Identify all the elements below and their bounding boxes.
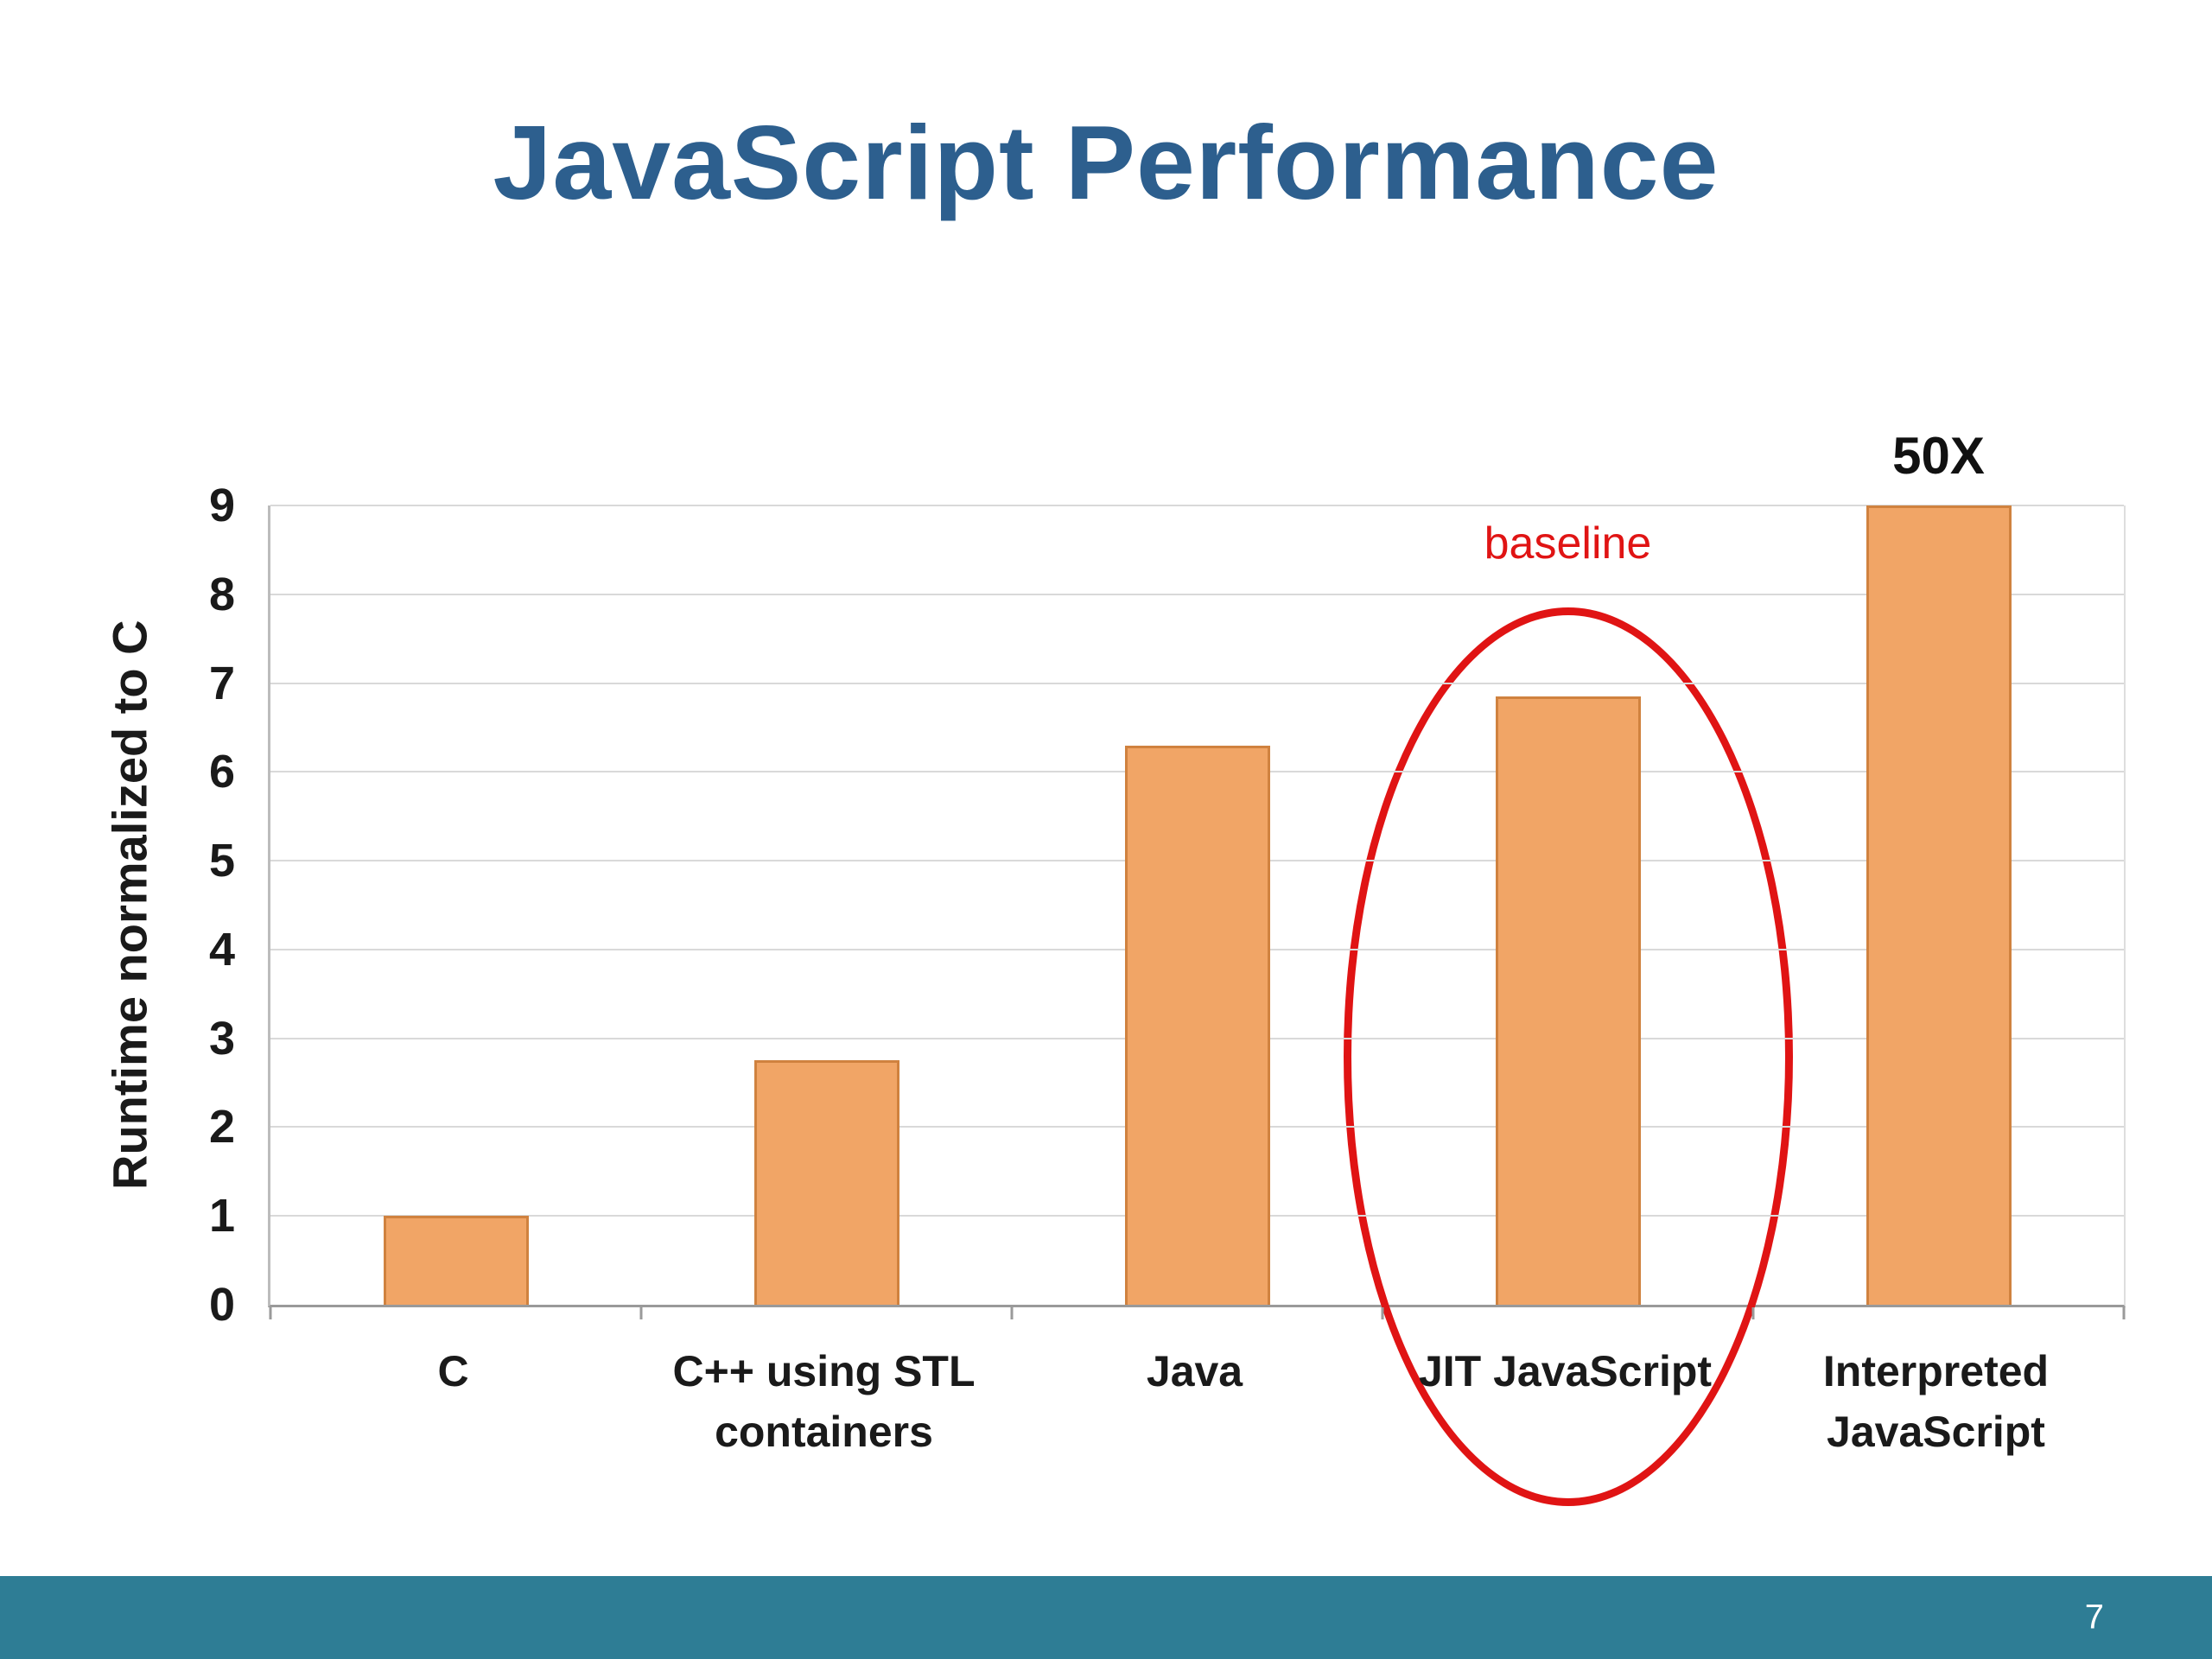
bar-2 — [1124, 745, 1270, 1305]
x-axis-tick-1 — [639, 1307, 643, 1319]
bar-3 — [1495, 696, 1641, 1305]
x-category-label-2: Java — [1146, 1347, 1243, 1395]
gridline-8 — [270, 593, 2124, 595]
y-tick-label-3: 3 — [208, 1012, 235, 1065]
annotation-50x: 50X — [1892, 427, 1985, 485]
x-axis-tick-5 — [2122, 1307, 2126, 1319]
highlight-ellipse — [1343, 607, 1793, 1506]
y-axis-label: Runtime normalized to C — [102, 620, 157, 1191]
page-number: 7 — [2084, 1598, 2104, 1637]
y-tick-label-9: 9 — [208, 480, 235, 531]
x-axis-tick-2 — [1010, 1307, 1014, 1319]
bar-chart-plot-area: 50X baseline — [268, 427, 2126, 1506]
y-tick-label-6: 6 — [208, 746, 235, 798]
y-tick-label-7: 7 — [208, 657, 235, 709]
y-tick-label-5: 5 — [208, 835, 235, 887]
footer-bar: 7 — [0, 1576, 2212, 1659]
x-axis-tick-3 — [1381, 1307, 1384, 1319]
y-axis-tick-labels: 0 1 2 3 4 5 6 7 8 9 — [168, 482, 251, 1328]
x-category-label-1: C++ using STL containers — [672, 1347, 976, 1456]
x-axis-category-labels: C C++ using STL containers Java JIT JavaScr… — [268, 1341, 2121, 1514]
y-tick-label-0: 0 — [208, 1279, 235, 1331]
gridline-7 — [270, 682, 2124, 684]
y-tick-label-4: 4 — [208, 923, 235, 976]
y-tick-label-1: 1 — [208, 1190, 235, 1243]
x-category-label-0: C — [437, 1347, 469, 1395]
annotation-baseline: baseline — [1484, 518, 1652, 569]
x-category-label-4: Interpreted JavaScript — [1822, 1347, 2050, 1456]
gridline-9 — [270, 505, 2124, 506]
bar-4 — [1866, 505, 2012, 1305]
y-tick-label-8: 8 — [208, 568, 235, 620]
bar-0 — [383, 1216, 529, 1305]
x-category-label-3: JIT JavaScript — [1418, 1347, 1713, 1395]
x-axis-tick-0 — [269, 1307, 272, 1319]
bar-1 — [753, 1060, 899, 1305]
slide-title: JavaScript Performance — [493, 104, 1719, 221]
y-tick-label-2: 2 — [208, 1101, 235, 1154]
x-axis-tick-4 — [1751, 1307, 1755, 1319]
